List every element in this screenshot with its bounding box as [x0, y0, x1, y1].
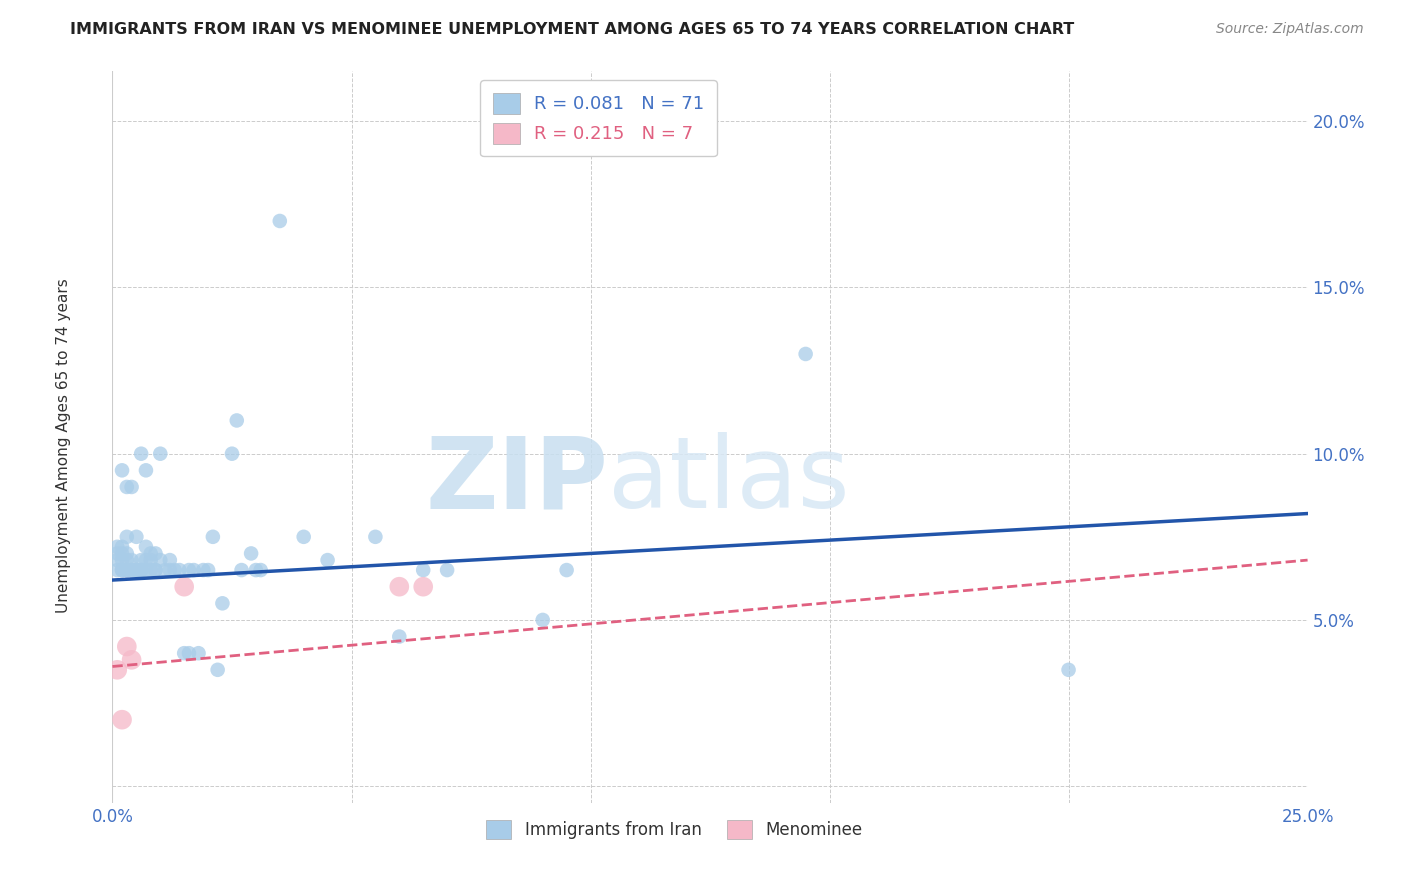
Point: [207, 663, 229, 677]
Point: [316, 553, 339, 567]
Point: [555, 563, 578, 577]
Text: Source: ZipAtlas.com: Source: ZipAtlas.com: [1216, 22, 1364, 37]
Point: [129, 553, 152, 567]
Point: [193, 563, 215, 577]
Point: [364, 530, 387, 544]
Point: [115, 563, 138, 577]
Point: [135, 463, 157, 477]
Point: [121, 563, 143, 577]
Point: [412, 563, 434, 577]
Point: [111, 546, 134, 560]
Point: [145, 563, 167, 577]
Point: [153, 563, 176, 577]
Point: [125, 530, 148, 544]
Point: [111, 540, 134, 554]
Text: Unemployment Among Ages 65 to 74 years: Unemployment Among Ages 65 to 74 years: [56, 278, 70, 614]
Point: [436, 563, 458, 577]
Point: [221, 447, 243, 461]
Point: [249, 563, 271, 577]
Point: [121, 553, 143, 567]
Point: [111, 713, 134, 727]
Point: [111, 553, 134, 567]
Point: [201, 530, 224, 544]
Point: [111, 563, 134, 577]
Legend: Immigrants from Iran, Menominee: Immigrants from Iran, Menominee: [479, 814, 869, 846]
Point: [159, 563, 181, 577]
Point: [129, 563, 152, 577]
Text: IMMIGRANTS FROM IRAN VS MENOMINEE UNEMPLOYMENT AMONG AGES 65 TO 74 YEARS CORRELA: IMMIGRANTS FROM IRAN VS MENOMINEE UNEMPL…: [70, 22, 1074, 37]
Point: [105, 563, 128, 577]
Point: [111, 563, 134, 577]
Point: [177, 646, 200, 660]
Point: [269, 214, 291, 228]
Point: [135, 563, 157, 577]
Point: [125, 563, 148, 577]
Point: [105, 540, 128, 554]
Point: [111, 463, 134, 477]
Point: [388, 630, 411, 644]
Point: [135, 540, 157, 554]
Point: [139, 563, 162, 577]
Point: [129, 447, 152, 461]
Point: [231, 563, 253, 577]
Point: [1057, 663, 1080, 677]
Text: atlas: atlas: [609, 433, 851, 530]
Point: [105, 663, 128, 677]
Point: [159, 553, 181, 567]
Point: [240, 546, 263, 560]
Point: [145, 546, 167, 560]
Point: [115, 553, 138, 567]
Point: [121, 653, 143, 667]
Point: [197, 563, 219, 577]
Point: [129, 563, 152, 577]
Point: [794, 347, 817, 361]
Point: [115, 563, 138, 577]
Point: [115, 546, 138, 560]
Point: [169, 563, 191, 577]
Point: [125, 563, 148, 577]
Point: [149, 553, 172, 567]
Text: ZIP: ZIP: [426, 433, 609, 530]
Point: [177, 563, 200, 577]
Point: [139, 553, 162, 567]
Point: [292, 530, 315, 544]
Point: [105, 546, 128, 560]
Point: [135, 553, 157, 567]
Point: [105, 553, 128, 567]
Point: [211, 596, 233, 610]
Point: [183, 563, 205, 577]
Point: [173, 580, 195, 594]
Point: [145, 563, 167, 577]
Point: [149, 447, 172, 461]
Point: [173, 646, 195, 660]
Point: [115, 530, 138, 544]
Point: [187, 646, 209, 660]
Point: [388, 580, 411, 594]
Point: [412, 580, 434, 594]
Point: [163, 563, 186, 577]
Point: [225, 413, 247, 427]
Point: [531, 613, 554, 627]
Point: [115, 640, 138, 654]
Point: [139, 546, 162, 560]
Point: [115, 480, 138, 494]
Point: [245, 563, 267, 577]
Point: [121, 480, 143, 494]
Point: [121, 563, 143, 577]
